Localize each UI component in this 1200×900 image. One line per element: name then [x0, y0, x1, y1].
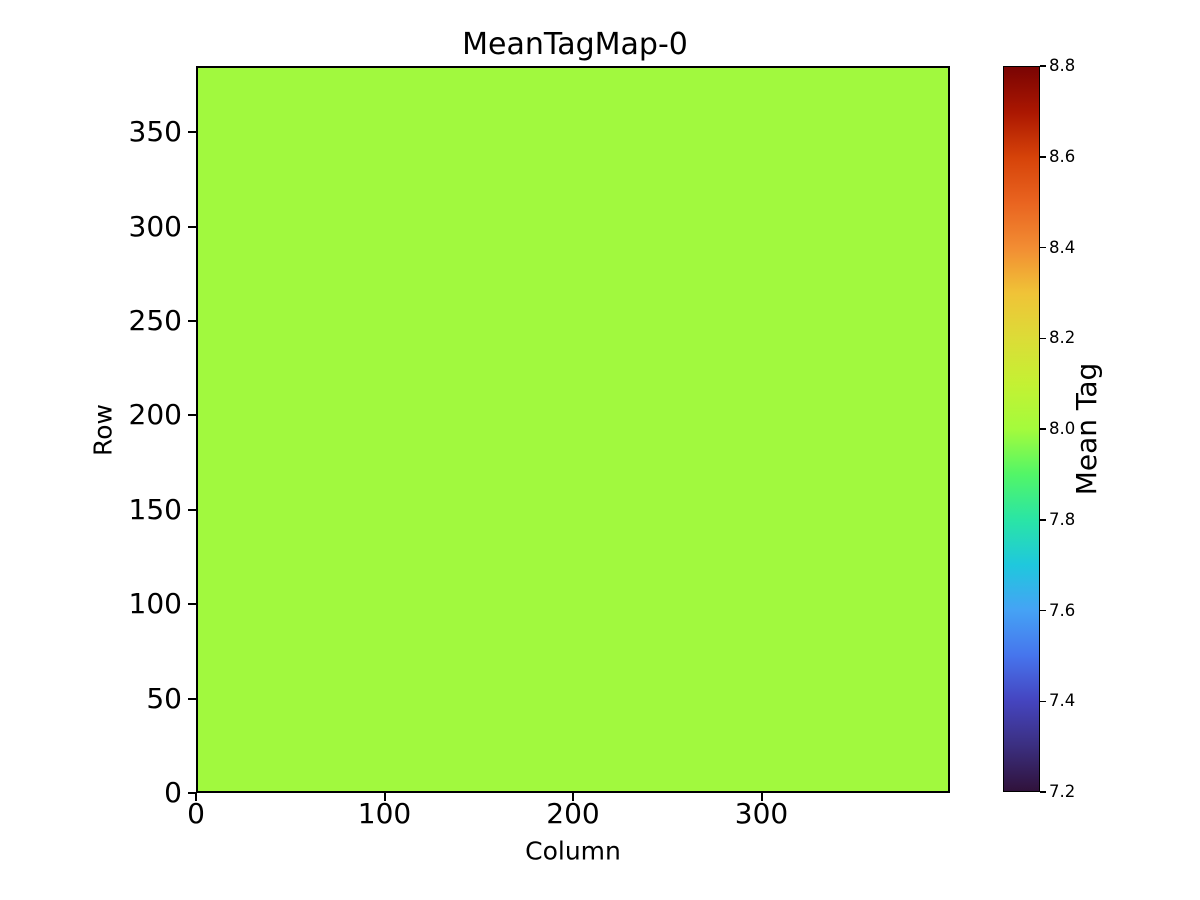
colorbar-tick-mark	[1040, 246, 1046, 249]
y-tick-label: 0	[164, 776, 182, 809]
colorbar-tick-label: 8.2	[1049, 328, 1076, 347]
x-tick-label: 0	[187, 797, 205, 830]
y-tick-mark	[188, 792, 196, 794]
heatmap-plot-area	[196, 66, 950, 793]
colorbar-tick-mark	[1040, 65, 1046, 67]
y-tick-label: 150	[128, 492, 182, 526]
colorbar-tick-label: 8.4	[1049, 237, 1076, 257]
x-axis-label: Column	[525, 836, 621, 866]
y-tick-label: 50	[146, 681, 182, 715]
x-tick-mark	[572, 793, 574, 801]
colorbar-tick-mark	[1040, 428, 1046, 430]
colorbar-tick-label: 7.8	[1049, 509, 1076, 529]
colorbar-tick-label: 7.2	[1049, 781, 1076, 801]
x-tick-label: 300	[734, 797, 789, 830]
x-tick-mark	[383, 793, 386, 801]
y-tick-mark	[188, 697, 196, 700]
x-tick-label: 100	[357, 797, 412, 830]
y-tick-label: 300	[128, 209, 182, 243]
colorbar-tick-mark	[1040, 337, 1046, 339]
colorbar-tick-mark	[1040, 156, 1046, 158]
colorbar-tick-label: 8.8	[1049, 55, 1076, 75]
y-axis-label: Row	[88, 404, 118, 456]
colorbar	[1003, 66, 1040, 792]
colorbar-tick-label: 8.0	[1049, 418, 1076, 438]
y-tick-mark	[188, 508, 196, 511]
colorbar-tick-label: 7.6	[1049, 600, 1076, 620]
colorbar-tick-label: 7.4	[1049, 691, 1076, 710]
y-tick-mark	[188, 319, 196, 322]
y-tick-mark	[188, 225, 196, 228]
colorbar-tick-mark	[1040, 700, 1046, 702]
x-tick-mark	[195, 793, 197, 801]
y-tick-mark	[188, 414, 196, 417]
y-tick-label: 100	[128, 587, 182, 621]
y-tick-label: 350	[128, 115, 182, 149]
y-tick-label: 250	[128, 303, 182, 337]
chart-title: MeanTagMap-0	[462, 27, 688, 62]
x-tick-mark	[760, 793, 763, 801]
y-tick-label: 200	[128, 398, 182, 432]
y-tick-mark	[188, 131, 196, 134]
y-tick-mark	[188, 603, 196, 606]
colorbar-tick-label: 8.6	[1049, 146, 1076, 166]
colorbar-tick-mark	[1040, 519, 1046, 521]
colorbar-tick-mark	[1040, 609, 1046, 612]
colorbar-label: Mean Tag	[1070, 362, 1103, 496]
x-tick-label: 200	[546, 797, 600, 830]
colorbar-tick-mark	[1040, 791, 1046, 793]
